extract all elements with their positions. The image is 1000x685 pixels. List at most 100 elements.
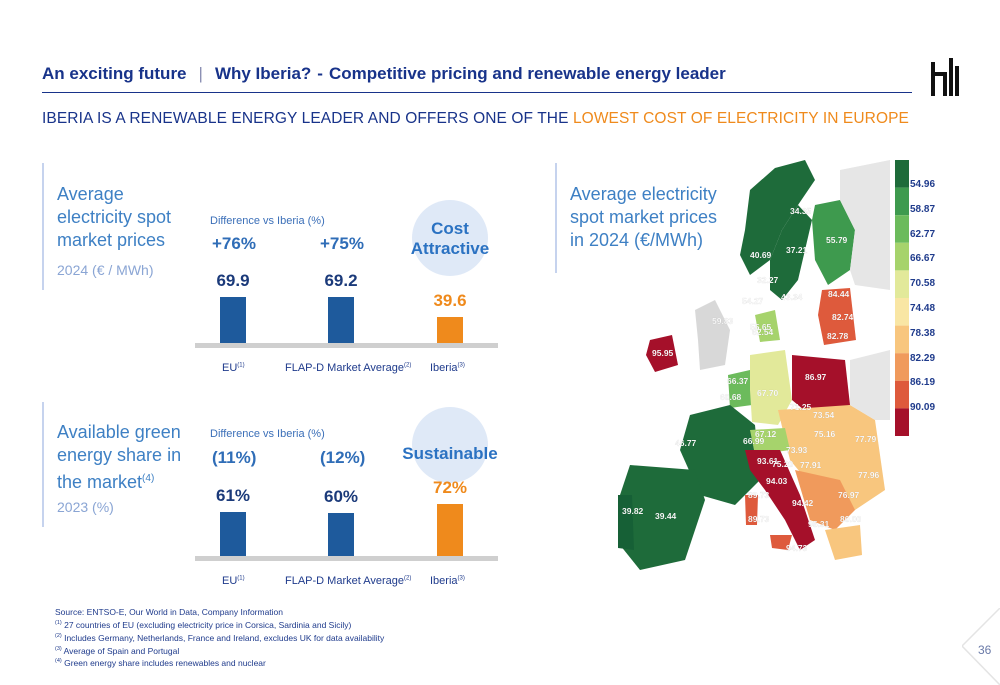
map-price-label: 76.97	[838, 490, 860, 500]
map-title-line: in 2024 (€/MWh)	[570, 230, 704, 250]
legend-value: 82.29	[910, 352, 936, 364]
green-title-line: Available green	[57, 422, 181, 442]
xlabel-sup: (3)	[457, 575, 465, 582]
map-region-iberia	[620, 465, 705, 570]
map-region-greece	[825, 525, 862, 560]
header-topic: Why Iberia?	[214, 64, 312, 83]
map-region-ireland	[646, 335, 678, 372]
map-price-label: 54.27	[742, 296, 764, 306]
green-title-line: the market(4)	[57, 467, 181, 494]
map-price-label: 77.91	[800, 460, 822, 470]
subtitle-highlight: LOWEST COST OF ELECTRICITY IN EUROPE	[572, 110, 909, 127]
xlabel-eu: EU(1)	[222, 362, 245, 374]
map-region-portugal	[618, 495, 634, 550]
header-dash: -	[317, 64, 323, 83]
bar-value-label: 60%	[323, 487, 359, 506]
map-region-norway	[740, 160, 815, 275]
prices-diff-label: Difference vs Iberia (%)	[210, 215, 325, 227]
map-region-poland	[792, 355, 850, 415]
legend-value: 58.87	[910, 203, 936, 215]
green-chart-baseline	[195, 556, 498, 561]
prices-title-line: electricity spot	[57, 207, 172, 227]
map-price-label: 55.79	[826, 235, 848, 245]
map-price-label: 46.77	[675, 438, 697, 448]
green-diff-flapd: (12%)	[320, 448, 366, 467]
prices-chart-baseline	[195, 343, 498, 348]
prices-panel-subtitle: 2024 (€ / MWh)	[57, 262, 154, 278]
xlabel-eu: EU(1)	[222, 575, 245, 587]
map-price-label: 55.65	[750, 322, 772, 332]
xlabel-text: Iberia	[430, 575, 458, 587]
map-price-label: 94.03	[766, 476, 788, 486]
bar-value-label: 72%	[432, 478, 468, 497]
map-price-label: 37.21	[786, 245, 808, 255]
map-price-label: 71.25	[790, 402, 812, 412]
xlabel-sup: (1)	[237, 362, 245, 369]
map-price-label: 77.96	[858, 470, 880, 480]
map-price-label: 39.82	[622, 506, 644, 516]
footnote-text: Average of Spain and Portugal	[61, 645, 180, 656]
prices-panel-title: Average electricity spot market prices	[57, 183, 171, 252]
legend-value: 62.77	[910, 228, 936, 240]
footnote-2: (2) Includes Germany, Netherlands, Franc…	[55, 631, 384, 644]
green-title-line: energy share in	[57, 445, 182, 465]
map-price-label: 80.00	[840, 514, 862, 524]
bar-2	[437, 317, 463, 343]
legend-swatch	[895, 353, 909, 381]
map-price-label: 95.31	[808, 519, 830, 529]
map-price-label: 67.70	[757, 388, 779, 398]
legend-value: 74.48	[910, 303, 936, 314]
footnote-sup: (2)	[55, 632, 62, 639]
sustainable-bubble	[412, 407, 488, 483]
page-subtitle: IBERIA IS A RENEWABLE ENERGY LEADER AND …	[42, 110, 909, 128]
map-region-alps	[750, 428, 790, 455]
legend-value: 90.09	[910, 402, 936, 414]
map-price-label: 73.54	[813, 410, 835, 420]
page-number: 36	[978, 643, 992, 657]
bar-value-label: 39.6	[433, 291, 467, 310]
map-price-label: 34.35	[790, 206, 812, 216]
europe-price-map: 34.35 55.79 40.69 37.21 32.27 54.27 43.34 84.44…	[618, 160, 890, 570]
map-price-label: 84.44	[828, 289, 850, 299]
map-price-label: 43.34	[781, 292, 803, 302]
xlabel-text: FLAP-D Market Average	[285, 575, 405, 587]
prices-title-line: market prices	[57, 230, 166, 250]
xlabel-sup: (2)	[404, 575, 412, 582]
map-price-label: 39.44	[655, 511, 677, 521]
map-price-label: 93.61	[757, 456, 779, 466]
page-corner-decoration	[962, 608, 1000, 685]
map-price-label: 32.27	[757, 275, 779, 285]
footnote-text: Includes Germany, Netherlands, France an…	[61, 632, 385, 643]
bubble-line: Attractive	[410, 239, 490, 258]
green-panel-subtitle: 2023 (%)	[57, 499, 114, 515]
header-divider	[42, 92, 912, 93]
footnote-3: (3) Average of Spain and Portugal	[55, 644, 384, 657]
map-price-label: 82.74	[832, 312, 854, 322]
bar-value-label: 69.2	[324, 271, 358, 290]
map-region-russia-grey	[840, 160, 890, 290]
prices-diff-eu: +76%	[212, 234, 256, 253]
xlabel-text: FLAP-D Market Average	[285, 362, 405, 374]
map-region-baltics	[818, 288, 856, 345]
bar-0	[220, 297, 246, 343]
page-header: An exciting future | Why Iberia? - Competiti…	[42, 64, 726, 84]
source-line: Source: ENTSO-E, Our World in Data, Comp…	[55, 607, 284, 617]
legend-value: 66.67	[910, 253, 936, 265]
bubble-line: Cost	[431, 219, 469, 238]
map-price-label: 60.68	[720, 392, 742, 402]
legend-swatch	[895, 298, 909, 326]
header-title: Competitive pricing and renewable energy…	[328, 64, 726, 83]
map-price-label: 75.16	[814, 429, 836, 439]
map-region-balkans	[795, 470, 855, 530]
legend-swatch	[895, 187, 909, 216]
bar-value-label: 69.9	[216, 271, 250, 290]
map-title-line: Average electricity	[570, 184, 717, 204]
footnote-sup: (4)	[55, 658, 62, 665]
footnote-4: (4) Green energy share includes renewabl…	[55, 656, 384, 669]
legend-swatch	[895, 215, 909, 243]
bar-value-label: 61%	[215, 486, 251, 505]
cost-attractive-label: Cost Attractive	[400, 219, 500, 259]
header-section: An exciting future	[42, 64, 187, 83]
map-price-label: 95.95	[652, 348, 674, 358]
sustainable-label: Sustainable	[402, 444, 498, 463]
